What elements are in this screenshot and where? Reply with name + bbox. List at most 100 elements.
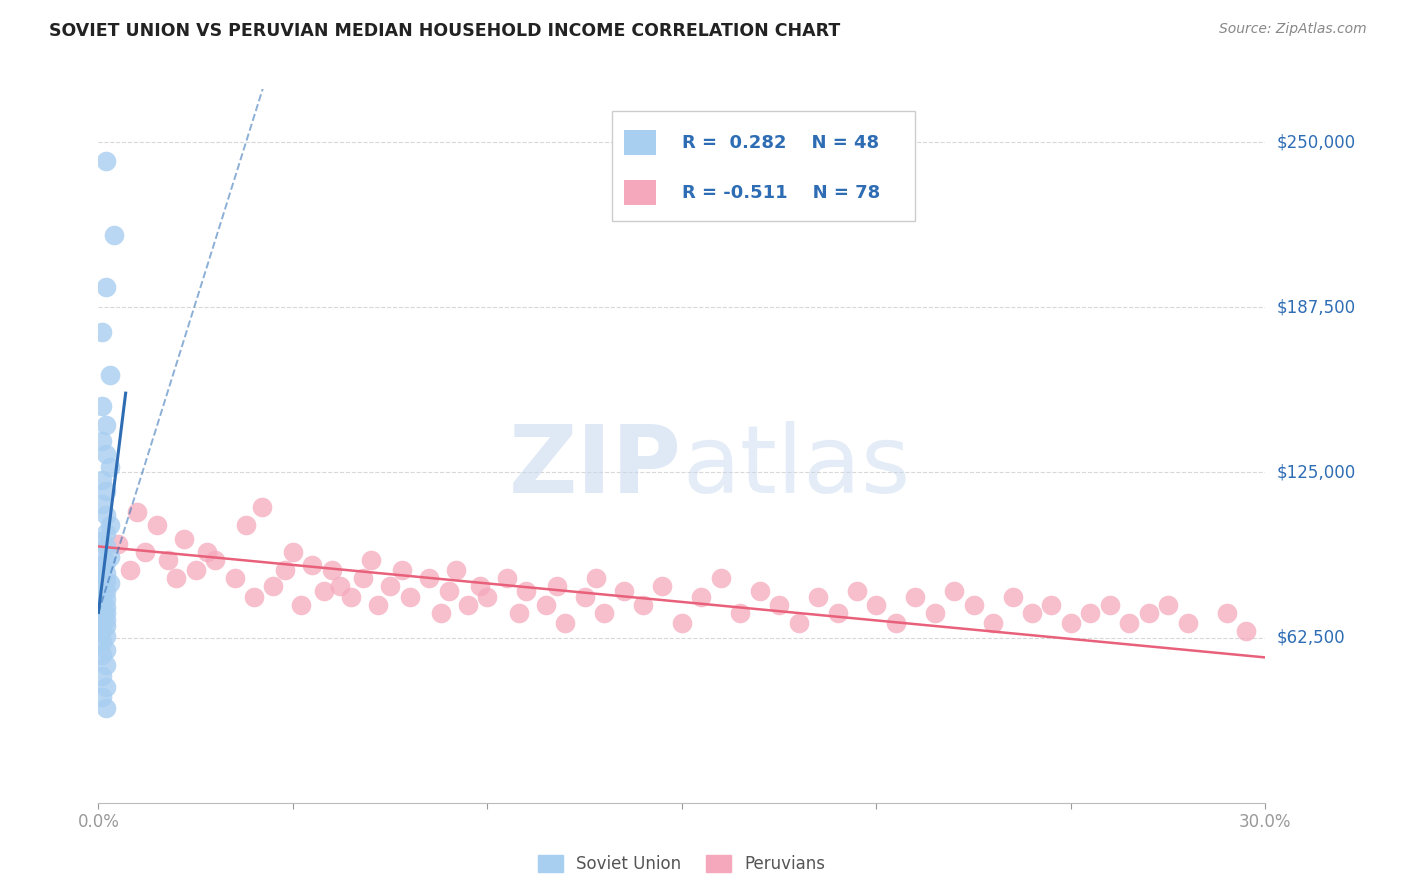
Point [250,500,273,514]
Point [807,590,830,604]
Point [157,552,180,566]
Point [91,603,114,617]
Point [1157,598,1180,612]
Point [91,595,114,609]
Legend: Soviet Union, Peruvians: Soviet Union, Peruvians [531,848,832,880]
Point [631,598,654,612]
Point [165,571,187,585]
Point [91,326,114,340]
Point [1021,606,1043,620]
Point [884,616,907,631]
Point [91,648,114,662]
Point [398,590,420,604]
Point [91,474,114,488]
Point [107,537,129,551]
Point [710,571,733,585]
Text: atlas: atlas [682,421,910,514]
Text: ZIP: ZIP [509,421,682,514]
Point [301,558,323,572]
Point [96,483,118,498]
Point [391,563,413,577]
Point [91,590,114,604]
Point [96,606,118,620]
Point [195,545,218,559]
Point [321,563,343,577]
Text: R =  0.282    N = 48: R = 0.282 N = 48 [682,134,879,152]
Point [96,447,118,461]
Point [496,571,519,585]
Point [96,526,118,541]
Point [340,590,363,604]
Point [574,590,596,604]
Point [329,579,352,593]
Point [184,563,207,577]
Point [96,555,118,569]
Point [91,568,114,582]
Point [91,690,114,704]
Point [91,611,114,625]
Point [787,616,810,631]
Point [554,616,576,631]
Point [730,606,752,620]
Point [96,280,118,294]
Point [98,518,121,533]
Point [91,560,114,574]
Point [224,571,246,585]
Point [1001,590,1024,604]
Point [508,606,530,620]
Point [457,598,479,612]
Point [91,634,114,648]
Point [943,584,966,599]
Point [281,545,304,559]
Point [118,563,141,577]
Point [1040,598,1063,612]
Point [367,598,389,612]
Point [96,566,118,580]
Point [671,616,693,631]
Text: $125,000: $125,000 [1277,464,1355,482]
Point [360,552,382,566]
Text: $62,500: $62,500 [1277,629,1346,647]
Point [865,598,887,612]
Text: $250,000: $250,000 [1277,133,1355,151]
FancyBboxPatch shape [624,180,657,205]
Point [312,584,335,599]
Text: $187,500: $187,500 [1277,298,1355,317]
Point [1234,624,1257,638]
Point [1177,616,1199,631]
Point [91,534,114,549]
Point [91,669,114,683]
Point [962,598,984,612]
Point [904,590,927,604]
Point [446,563,468,577]
Point [103,227,125,242]
Point [690,590,713,604]
Point [651,579,673,593]
Point [98,576,121,591]
Point [768,598,790,612]
Text: R = -0.511    N = 78: R = -0.511 N = 78 [682,184,880,202]
Point [477,590,499,604]
Point [98,460,121,475]
Point [546,579,568,593]
Point [91,400,114,414]
Point [429,606,451,620]
Point [290,598,312,612]
Point [593,606,616,620]
Point [96,592,118,607]
Point [96,680,118,694]
Point [827,606,849,620]
Point [96,574,118,588]
Point [96,540,118,554]
Point [96,658,118,673]
Point [204,552,226,566]
Point [748,584,770,599]
Text: Source: ZipAtlas.com: Source: ZipAtlas.com [1219,22,1367,37]
Point [515,584,537,599]
Point [96,584,118,599]
Point [1060,616,1083,631]
FancyBboxPatch shape [624,130,657,155]
Point [262,579,284,593]
Point [96,618,118,632]
Point [352,571,374,585]
